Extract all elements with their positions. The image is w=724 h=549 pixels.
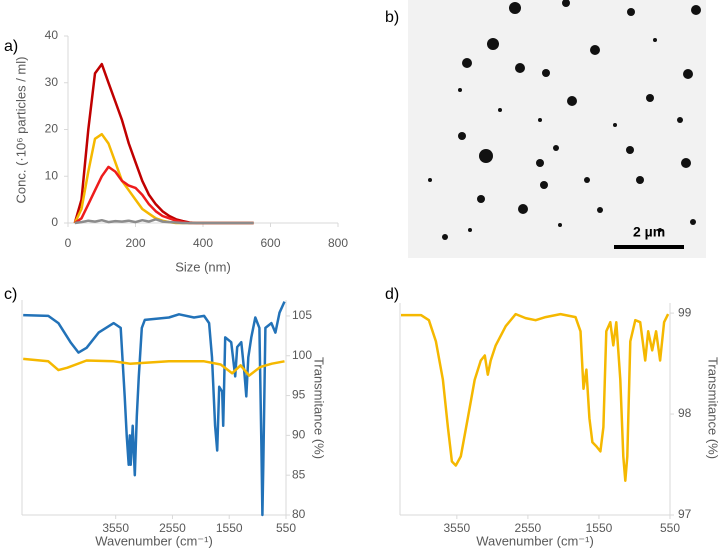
panel-label: a) [4,38,18,55]
data-line [401,312,670,482]
scale-bar-label: 2 µm [633,224,665,240]
y-axis-title: Transmitance (%) [312,357,327,459]
y-tick-label: 90 [292,428,306,442]
y-tick-label: 95 [292,388,306,402]
x-tick-label: 600 [260,236,280,250]
y-tick-label: 20 [45,122,59,136]
data-line [23,357,285,377]
y-tick-label: 0 [51,215,58,229]
y-tick-label: 10 [45,168,59,182]
x-tick-label: 0 [65,236,72,250]
panel-label: c) [4,286,17,303]
y-tick-label: 100 [292,348,312,362]
x-tick-label: 2550 [515,521,542,535]
x-tick-label: 200 [125,236,145,250]
x-axis-title: Size (nm) [175,259,231,274]
x-tick-label: 2550 [159,521,186,535]
data-line [74,165,254,225]
y-tick-label: 98 [678,406,692,420]
x-tick-label: 3550 [443,521,470,535]
panel-label: b) [385,9,399,26]
y-axis-title: Transmitance (%) [706,357,721,459]
x-tick-label: 1550 [216,521,243,535]
y-tick-label: 105 [292,308,312,322]
x-axis-title: Wavenumber (cm⁻¹) [95,533,213,548]
data-line [73,62,254,225]
x-tick-label: 550 [276,521,296,535]
y-tick-label: 99 [678,305,692,319]
y-tick-label: 30 [45,75,59,89]
x-tick-label: 3550 [102,521,129,535]
x-axis-title: Wavenumber (cm⁻¹) [476,533,594,548]
micrograph [408,0,706,258]
panel-label: d) [385,286,399,303]
x-tick-label: 550 [660,521,680,535]
data-line [74,218,254,225]
y-tick-label: 97 [678,507,692,521]
x-tick-label: 800 [328,236,348,250]
x-tick-label: 1550 [586,521,613,535]
y-tick-label: 40 [45,28,59,42]
y-tick-label: 85 [292,467,306,481]
y-axis-title: Conc. (·10⁶ particles / ml) [13,57,28,204]
x-tick-label: 400 [193,236,213,250]
y-tick-label: 80 [292,507,306,521]
data-line [23,301,286,517]
